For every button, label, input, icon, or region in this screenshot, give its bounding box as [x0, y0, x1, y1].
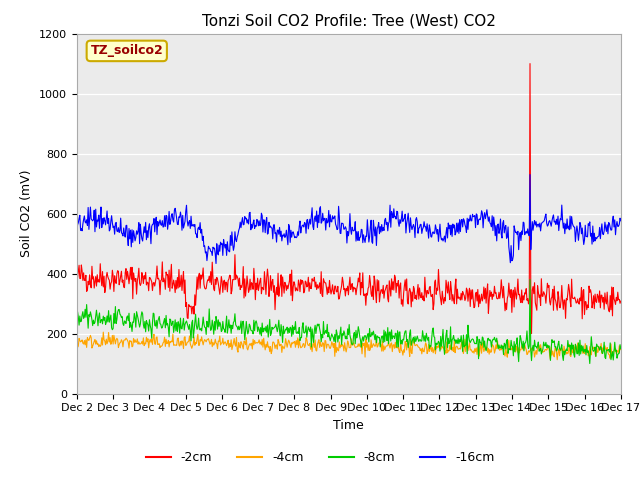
Legend: -2cm, -4cm, -8cm, -16cm: -2cm, -4cm, -8cm, -16cm: [141, 446, 499, 469]
X-axis label: Time: Time: [333, 419, 364, 432]
Text: TZ_soilco2: TZ_soilco2: [90, 44, 163, 58]
Title: Tonzi Soil CO2 Profile: Tree (West) CO2: Tonzi Soil CO2 Profile: Tree (West) CO2: [202, 13, 496, 28]
Y-axis label: Soil CO2 (mV): Soil CO2 (mV): [20, 170, 33, 257]
